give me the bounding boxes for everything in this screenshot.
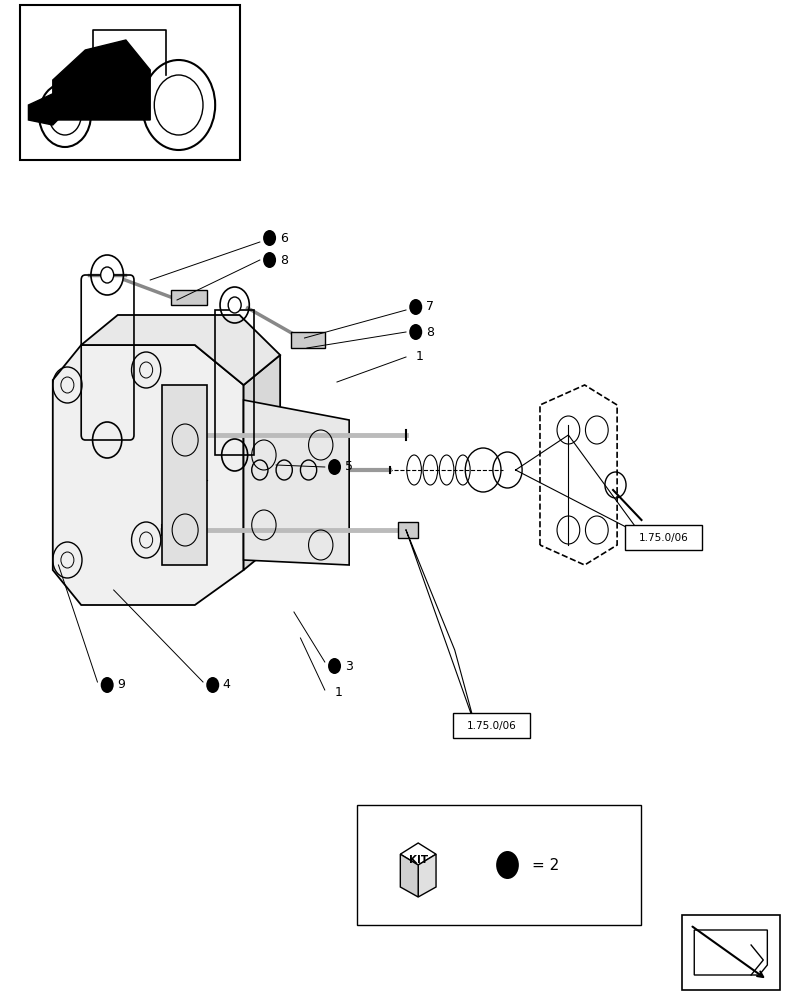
Polygon shape xyxy=(53,40,150,120)
Polygon shape xyxy=(162,385,207,565)
Polygon shape xyxy=(400,854,418,897)
Circle shape xyxy=(206,677,219,693)
Bar xyxy=(681,915,779,990)
Polygon shape xyxy=(28,90,77,125)
Bar xyxy=(397,522,418,538)
Polygon shape xyxy=(418,854,436,897)
Text: = 2: = 2 xyxy=(531,857,559,872)
Circle shape xyxy=(409,299,422,315)
Circle shape xyxy=(101,267,114,283)
Bar xyxy=(290,332,324,348)
Polygon shape xyxy=(243,400,349,565)
Circle shape xyxy=(328,658,341,674)
Text: 5: 5 xyxy=(345,460,353,474)
Bar xyxy=(624,525,702,550)
Bar xyxy=(170,290,207,305)
Text: KIT: KIT xyxy=(408,855,427,865)
Text: 1.75.0/06: 1.75.0/06 xyxy=(466,721,516,731)
Bar xyxy=(20,5,239,160)
Text: 1: 1 xyxy=(334,686,342,698)
Text: 3: 3 xyxy=(345,660,353,672)
Text: 1.75.0/06: 1.75.0/06 xyxy=(637,533,688,543)
Polygon shape xyxy=(81,315,280,385)
Polygon shape xyxy=(53,345,243,605)
Text: 9: 9 xyxy=(117,678,125,692)
Circle shape xyxy=(263,252,276,268)
Text: 1: 1 xyxy=(415,351,423,363)
Bar xyxy=(357,805,641,925)
Circle shape xyxy=(409,324,422,340)
Circle shape xyxy=(228,297,241,313)
Text: 6: 6 xyxy=(280,232,288,244)
Text: 8: 8 xyxy=(280,253,288,266)
Text: 7: 7 xyxy=(426,300,434,314)
Circle shape xyxy=(263,230,276,246)
Circle shape xyxy=(328,459,341,475)
Polygon shape xyxy=(400,843,436,865)
Text: 4: 4 xyxy=(222,678,230,692)
Text: 8: 8 xyxy=(426,326,434,338)
Polygon shape xyxy=(243,355,280,570)
Circle shape xyxy=(496,851,518,879)
Circle shape xyxy=(101,677,114,693)
Bar xyxy=(453,713,530,738)
Bar xyxy=(215,310,254,455)
